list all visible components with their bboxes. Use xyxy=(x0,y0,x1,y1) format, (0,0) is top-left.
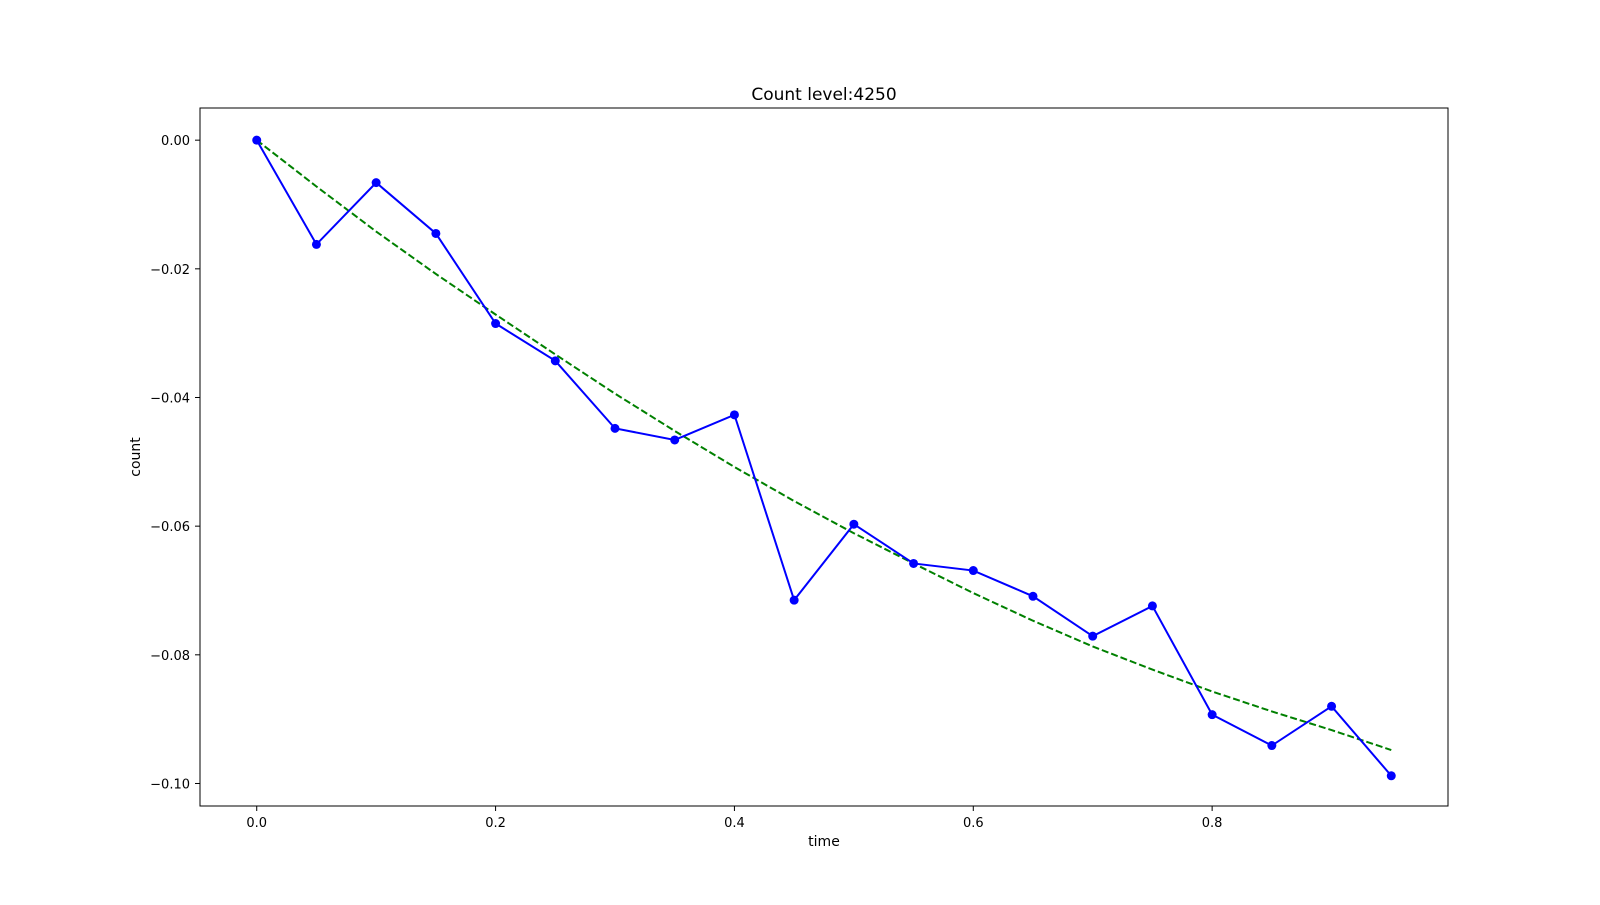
data-point xyxy=(311,239,321,249)
x-tick-label: 0.0 xyxy=(246,816,267,831)
y-tick-label: 0.00 xyxy=(161,134,190,149)
data-point xyxy=(431,228,441,238)
data-point xyxy=(1386,771,1396,781)
series-layer xyxy=(252,135,1396,781)
data-point xyxy=(1207,710,1217,720)
chart-title: Count level:4250 xyxy=(751,85,896,105)
fit-series-line xyxy=(256,139,1392,751)
data-point xyxy=(1267,741,1277,751)
x-tick-label: 0.6 xyxy=(963,816,984,831)
y-tick-label: −0.10 xyxy=(150,777,190,792)
data-point xyxy=(729,410,739,420)
data-point xyxy=(1327,701,1337,711)
y-tick-label: −0.02 xyxy=(150,263,190,278)
data-point xyxy=(909,558,919,568)
ticks-layer: 0.0 0.2 0.4 0.6 0.8 0.00 −0.02 −0.04 −0.06 −0.08 −… xyxy=(150,134,1222,831)
data-point xyxy=(1147,601,1157,611)
data-point xyxy=(610,423,620,433)
y-axis-label: count xyxy=(128,437,144,477)
data-point xyxy=(849,519,859,529)
data-point xyxy=(968,566,978,576)
data-point xyxy=(1088,631,1098,641)
data-point xyxy=(1028,591,1038,601)
data-point xyxy=(550,356,560,366)
data-point xyxy=(491,319,501,329)
x-tick-label: 0.8 xyxy=(1202,816,1223,831)
data-point xyxy=(371,178,381,188)
data-point xyxy=(789,595,799,605)
data-series-line xyxy=(255,139,1393,777)
data-point xyxy=(252,135,262,145)
x-axis-label: time xyxy=(808,834,840,850)
data-point xyxy=(670,435,680,445)
x-tick-label: 0.4 xyxy=(724,816,745,831)
plot-frame xyxy=(199,107,1449,807)
x-tick-label: 0.2 xyxy=(485,816,506,831)
y-tick-label: −0.06 xyxy=(150,520,190,535)
y-tick-label: −0.04 xyxy=(150,391,190,406)
y-tick-label: −0.08 xyxy=(150,649,190,664)
